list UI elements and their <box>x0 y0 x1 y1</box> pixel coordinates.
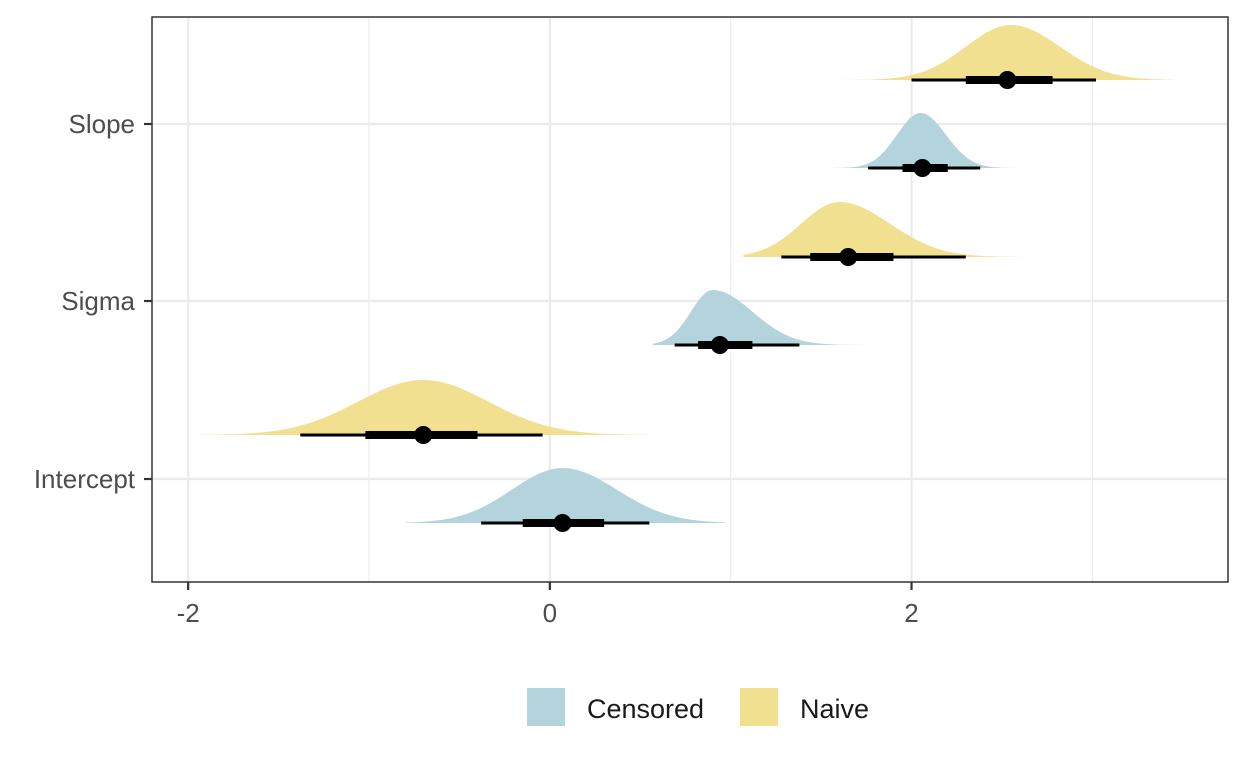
median-point-censored-slope <box>913 159 932 177</box>
median-point-naive-sigma <box>839 248 858 266</box>
legend-label-naive: Naive <box>800 694 869 724</box>
median-point-naive-intercept <box>414 426 433 444</box>
y-tick-label-intercept: Intercept <box>34 464 136 494</box>
median-point-censored-intercept <box>553 514 572 532</box>
density-naive-sigma <box>743 202 1084 257</box>
x-axis: -2 0 2 <box>177 582 919 628</box>
median-point-censored-sigma <box>710 336 729 354</box>
y-tick-label-sigma: Sigma <box>61 286 135 316</box>
x-tick-label--2: -2 <box>177 598 200 628</box>
density-naive-slope <box>812 25 1174 80</box>
density-censored-slope <box>830 113 1066 168</box>
interval-layer <box>300 71 1096 532</box>
legend-key-censored <box>527 688 565 726</box>
legend-label-censored: Censored <box>587 694 704 724</box>
plot-background <box>152 17 1228 582</box>
median-point-naive-slope <box>998 71 1017 89</box>
y-axis: Intercept Sigma Slope <box>34 109 152 494</box>
plot-border <box>151 16 1229 583</box>
density-naive-intercept <box>197 380 653 435</box>
grid-major-y <box>152 122 1228 481</box>
x-tick-label-2: 2 <box>904 598 918 628</box>
density-layer <box>197 25 1174 523</box>
density-censored-intercept <box>405 468 726 523</box>
density-censored-sigma <box>652 290 885 345</box>
x-tick-label-0: 0 <box>543 598 557 628</box>
legend: Censored Naive <box>527 688 869 726</box>
legend-key-naive <box>740 688 778 726</box>
y-tick-label-slope: Slope <box>69 109 136 139</box>
